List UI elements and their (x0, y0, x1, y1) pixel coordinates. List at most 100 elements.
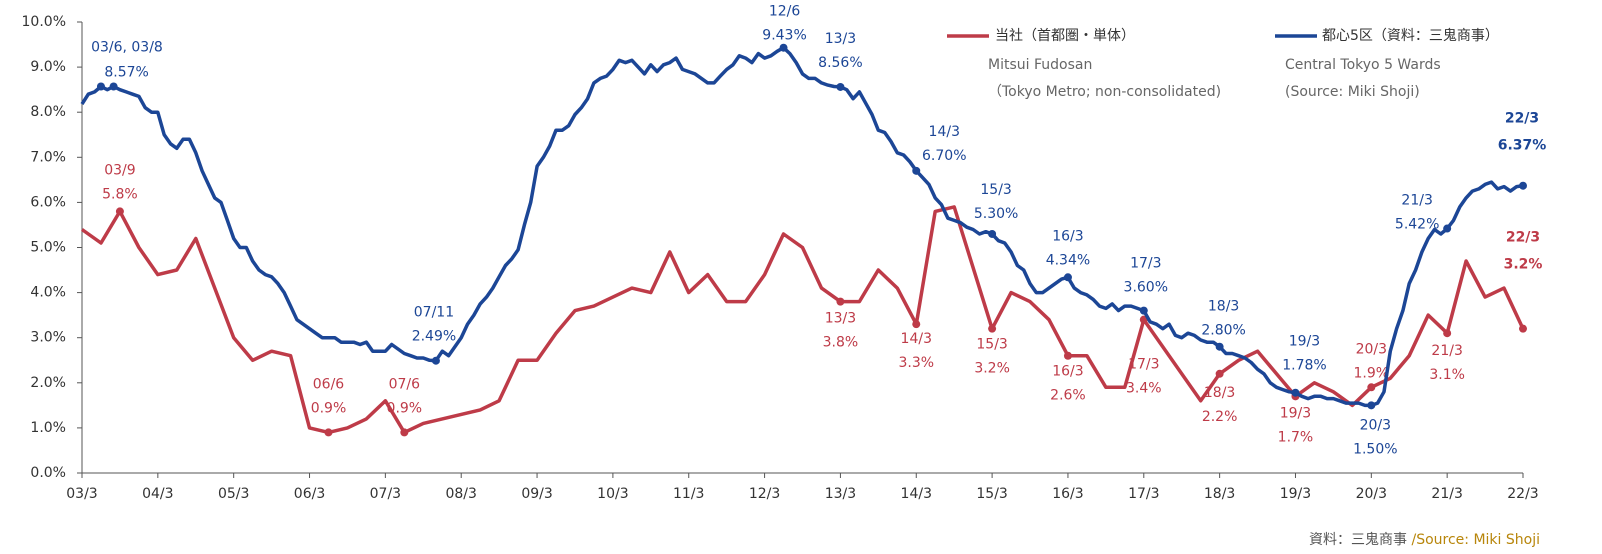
date-label: 06/6 (313, 376, 345, 392)
source: 資料：三鬼商事 /Source: Miki Shoji (1309, 532, 1540, 548)
date-label: 19/3 (1289, 334, 1320, 350)
date-label: 17/3 (1130, 256, 1161, 272)
value-label: 3.3% (898, 355, 934, 371)
x-tick-label: 17/3 (1128, 486, 1159, 502)
value-label: 1.50% (1353, 441, 1397, 457)
value-label: 2.80% (1201, 323, 1245, 339)
date-label: 21/3 (1401, 193, 1432, 209)
point (1063, 273, 1072, 282)
date-label: 12/6 (769, 4, 801, 20)
x-tick-label: 14/3 (901, 486, 932, 502)
date-label: 13/3 (825, 31, 856, 47)
date-label: 22/3 (1505, 111, 1539, 127)
point (912, 166, 921, 175)
value-label: 0.9% (387, 400, 423, 416)
point (836, 82, 845, 91)
value-label: 6.70% (922, 148, 966, 164)
x-tick-label: 04/3 (142, 486, 173, 502)
date-label: 13/3 (825, 311, 856, 327)
value-label: 3.2% (974, 361, 1010, 377)
point (1215, 342, 1224, 351)
point (1139, 306, 1148, 315)
date-label: 03/9 (104, 162, 135, 178)
point (988, 229, 997, 238)
x-tick-label: 18/3 (1204, 486, 1235, 502)
value-label: 5.30% (974, 206, 1018, 222)
point (1215, 369, 1224, 378)
date-label: 20/3 (1360, 417, 1391, 433)
value-label: 8.56% (818, 55, 862, 71)
point (912, 320, 921, 329)
value-label: 3.2% (1504, 257, 1543, 273)
value-label: 8.57% (104, 64, 148, 80)
point (1443, 224, 1452, 233)
date-label: 03/6, 03/8 (91, 39, 163, 55)
date-label: 15/3 (980, 182, 1011, 198)
point (115, 207, 124, 216)
point (1291, 388, 1300, 397)
date-label: 07/6 (389, 376, 421, 392)
value-label: 5.8% (102, 186, 138, 202)
x-tick-label: 22/3 (1507, 486, 1538, 502)
y-tick-label: 1.0% (30, 420, 66, 436)
point (324, 428, 333, 437)
x-tick-label: 16/3 (1052, 486, 1083, 502)
y-tick-label: 0.0% (30, 465, 66, 481)
date-label: 21/3 (1431, 343, 1462, 359)
legend-label: 当社（首都圏・単体） (995, 28, 1135, 44)
y-tick-label: 6.0% (30, 194, 66, 210)
series-line (80, 205, 1525, 435)
x-tick-label: 08/3 (445, 486, 476, 502)
point (779, 43, 788, 52)
legend-note: Mitsui Fudosan (988, 57, 1092, 73)
y-tick-label: 7.0% (30, 149, 66, 165)
x-tick-label: 15/3 (976, 486, 1007, 502)
legend-note: Central Tokyo 5 Wards (1285, 57, 1441, 73)
y-tick-label: 4.0% (30, 285, 66, 301)
date-label: 22/3 (1506, 230, 1540, 246)
legend-note: （Tokyo Metro; non-consolidated) (988, 84, 1221, 100)
point (988, 324, 997, 333)
x-tick-label: 20/3 (1356, 486, 1387, 502)
date-label: 15/3 (976, 337, 1007, 353)
point (96, 82, 105, 91)
series-line (80, 45, 1524, 408)
x-tick-label: 12/3 (749, 486, 780, 502)
point (400, 428, 409, 437)
point (1063, 351, 1072, 360)
value-label: 1.78% (1282, 358, 1326, 374)
value-label: 2.49% (412, 329, 456, 345)
value-label: 5.42% (1395, 217, 1439, 233)
y-tick-label: 8.0% (30, 104, 66, 120)
date-label: 14/3 (901, 331, 932, 347)
date-label: 16/3 (1052, 364, 1083, 380)
value-label: 1.9% (1354, 365, 1390, 381)
y-tick-label: 2.0% (30, 375, 66, 391)
value-label: 2.2% (1202, 409, 1238, 425)
x-tick-label: 05/3 (218, 486, 249, 502)
date-label: 07/11 (414, 305, 454, 321)
x-tick-label: 13/3 (825, 486, 856, 502)
source-ja: 資料：三鬼商事 (1309, 532, 1407, 548)
value-label: 0.9% (311, 400, 347, 416)
value-label: 4.34% (1046, 252, 1090, 268)
date-label: 17/3 (1128, 357, 1159, 373)
point (1367, 401, 1376, 410)
x-tick-label: 11/3 (673, 486, 704, 502)
legend-note: (Source: Miki Shoji) (1285, 84, 1420, 100)
value-label: 3.60% (1124, 280, 1168, 296)
date-label: 19/3 (1280, 405, 1311, 421)
value-label: 3.1% (1429, 367, 1465, 383)
value-label: 3.8% (823, 335, 859, 351)
value-label: 9.43% (762, 28, 806, 44)
source-en: /Source: Miki Shoji (1407, 532, 1540, 548)
value-label: 2.6% (1050, 388, 1086, 404)
x-tick-label: 06/3 (294, 486, 325, 502)
value-label: 3.4% (1126, 381, 1162, 397)
y-tick-label: 9.0% (30, 59, 66, 75)
legend-label: 都心5区（資料：三鬼商事） (1322, 28, 1499, 44)
x-tick-label: 19/3 (1280, 486, 1311, 502)
point (1443, 329, 1452, 338)
date-label: 20/3 (1356, 341, 1387, 357)
x-tick-label: 10/3 (597, 486, 628, 502)
